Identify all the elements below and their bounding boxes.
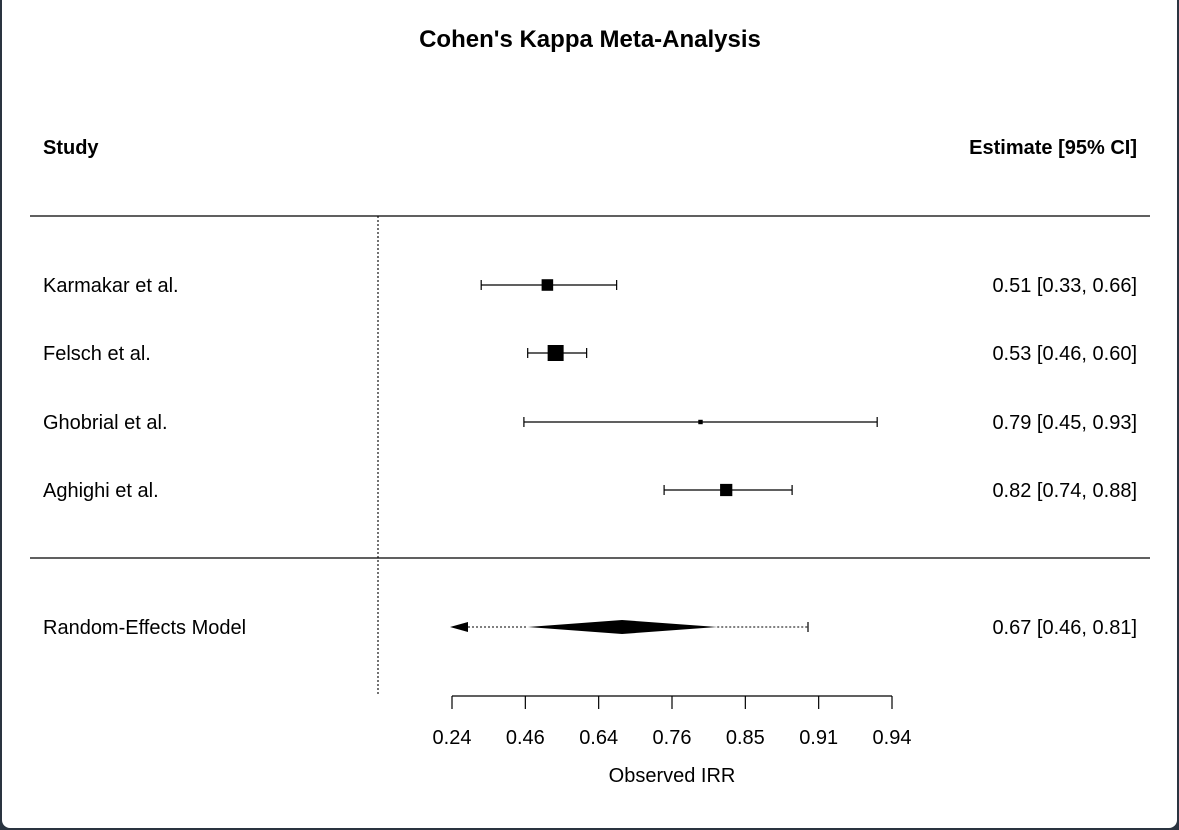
study-row: Ghobrial et al. 0.79 [0.45, 0.93] [43, 412, 1137, 434]
header-estimate: Estimate [95% CI] [969, 137, 1137, 159]
estimate-square [720, 483, 733, 497]
x-tick-label: 0.64 [579, 727, 618, 749]
x-tick-label: 0.24 [433, 727, 472, 749]
x-tick-label: 0.94 [873, 727, 912, 749]
study-name: Aghighi et al. [43, 480, 159, 502]
study-row: Karmakar et al. 0.51 [0.33, 0.66] [43, 275, 1137, 297]
estimate-square [698, 419, 703, 425]
study-name: Felsch et al. [43, 343, 151, 365]
x-tick-label: 0.46 [506, 727, 545, 749]
estimate-text: 0.82 [0.74, 0.88] [992, 480, 1137, 502]
summary-diamond [527, 620, 718, 634]
summary-row: Random-Effects Model 0.67 [0.46, 0.81] [43, 617, 1137, 639]
study-row: Aghighi et al. 0.82 [0.74, 0.88] [43, 480, 1137, 502]
estimate-square [541, 279, 554, 291]
estimate-text: 0.53 [0.46, 0.60] [992, 343, 1137, 365]
summary-name: Random-Effects Model [43, 617, 246, 639]
summary-estimate-text: 0.67 [0.46, 0.81] [992, 617, 1137, 639]
truncation-arrow-icon [450, 622, 468, 632]
study-name: Ghobrial et al. [43, 412, 168, 434]
estimate-square [547, 345, 564, 361]
x-tick-label: 0.85 [726, 727, 765, 749]
study-name: Karmakar et al. [43, 275, 179, 297]
x-axis-label: Observed IRR [609, 765, 736, 787]
chart-title: Cohen's Kappa Meta-Analysis [419, 26, 761, 53]
x-tick-label: 0.91 [799, 727, 838, 749]
header-study: Study [43, 137, 99, 159]
estimate-text: 0.79 [0.45, 0.93] [992, 412, 1137, 434]
x-tick-label: 0.76 [653, 727, 692, 749]
estimate-text: 0.51 [0.33, 0.66] [992, 275, 1137, 297]
study-row: Felsch et al. 0.53 [0.46, 0.60] [43, 343, 1137, 365]
x-axis: 0.24 0.46 0.64 0.76 0.85 0.91 0.94 [433, 695, 912, 749]
